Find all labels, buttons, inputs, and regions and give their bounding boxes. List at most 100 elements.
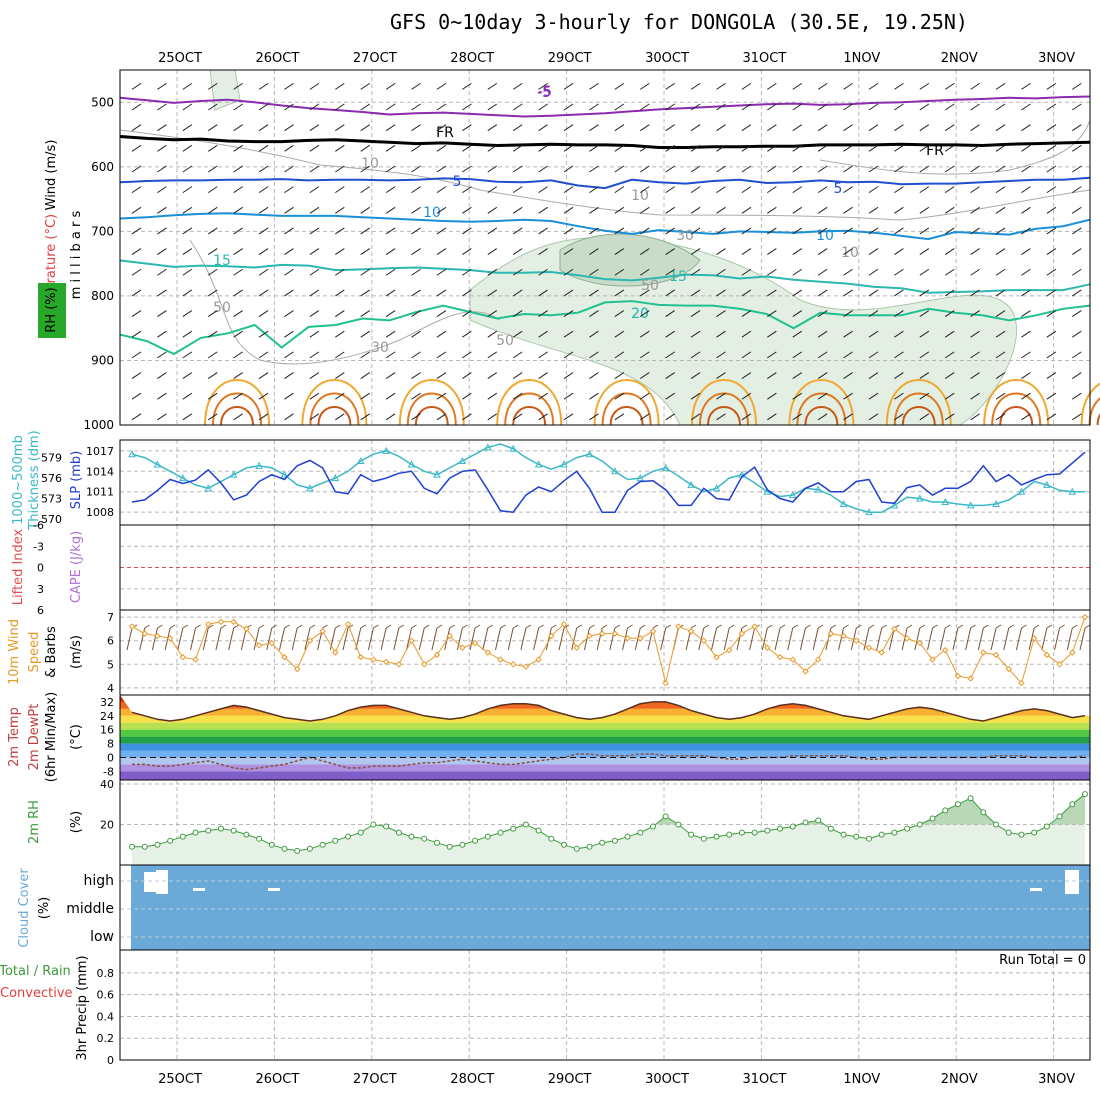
wind-barb (309, 206, 320, 214)
wind-barb (284, 310, 294, 317)
wind-barb (792, 248, 803, 256)
wind-barb (1072, 103, 1082, 111)
wind-barb (970, 206, 980, 214)
wind10-point (967, 675, 974, 682)
wind-barb (970, 413, 980, 421)
rh-point (815, 817, 822, 824)
wind10-barb (583, 627, 590, 651)
wind-barb (741, 124, 752, 132)
wind-barb (131, 268, 142, 276)
wind-barb (157, 144, 167, 152)
rh-point (840, 831, 847, 838)
wind-barb (868, 413, 879, 421)
contour-label: 10 (631, 188, 649, 204)
wind-barb (589, 310, 599, 317)
wind-barb (360, 206, 370, 214)
wind-barb (1021, 289, 1031, 297)
thickness-point (814, 485, 823, 493)
wind10-barb (939, 627, 946, 651)
wind-barb (284, 82, 294, 90)
heating-contour (220, 406, 254, 426)
wind10-barb-flag (322, 624, 328, 629)
wind-barb (512, 206, 523, 214)
wind-barb (131, 351, 142, 359)
heating-contour (788, 379, 855, 426)
wind-barb (360, 144, 370, 152)
wind10-barb (876, 627, 883, 651)
wind-barb (207, 289, 218, 297)
wind-barb (665, 103, 675, 111)
wind-barb (970, 372, 980, 379)
rh-point (141, 843, 148, 850)
wind-barb (767, 268, 777, 276)
x-tick-bottom: 27OCT (353, 1072, 397, 1087)
wind-barb (462, 413, 472, 421)
thickness-line (131, 443, 1085, 513)
wind-barb (284, 186, 294, 194)
thickness-point (788, 491, 797, 499)
wind-barb (1046, 124, 1057, 132)
x-tick-bottom: 31OCT (743, 1072, 787, 1087)
wind-barb (868, 372, 879, 379)
wind-barb (360, 103, 370, 111)
wind-barb (385, 103, 396, 111)
wind-barb (411, 124, 421, 132)
wind-barb (741, 413, 752, 421)
wind10-point (471, 639, 479, 647)
wind10-barb-flag (563, 624, 570, 629)
wind-barb (589, 372, 599, 379)
wind-barb (512, 351, 523, 359)
wind-barb (258, 351, 269, 359)
rh-point (751, 829, 758, 836)
wind10-barb (1003, 627, 1010, 651)
wind-barb (157, 289, 167, 297)
wind10-barb-flag (995, 624, 1002, 629)
rh-point (929, 815, 936, 822)
wind10-barb (1041, 627, 1048, 651)
cloud-fill (131, 865, 1090, 950)
wind10-barb (507, 627, 514, 651)
wind-barb (995, 82, 1006, 90)
wind-barb (1046, 330, 1057, 338)
wind-barb (589, 82, 599, 90)
wind-barb (462, 289, 472, 297)
wind-barb (360, 372, 370, 379)
wind-barb (1046, 144, 1057, 152)
wind-barb (157, 206, 167, 214)
heating-contour (512, 406, 547, 426)
wind-tick: 6 (107, 635, 114, 648)
wind10-point (853, 637, 860, 644)
wind-barb (563, 165, 574, 173)
wind-barb (563, 144, 574, 152)
wind-barb (614, 413, 625, 421)
wind-barb (462, 124, 472, 132)
wind-barb (690, 351, 701, 359)
wind-barb (335, 144, 345, 152)
wind10-point (433, 651, 441, 659)
wind-barb (690, 372, 701, 379)
wind-barb (665, 186, 675, 194)
wind-barb (258, 310, 269, 317)
wind-barb (207, 330, 218, 338)
wind-barb (436, 165, 447, 173)
heating-contour (301, 379, 368, 426)
wind-barb (538, 103, 548, 111)
wind-barb (385, 165, 396, 173)
contour-label: 10 (841, 245, 859, 261)
wind-barb (843, 268, 853, 276)
wind-barb (487, 144, 498, 152)
rh-point (1018, 831, 1025, 838)
wind-barb (309, 144, 320, 152)
x-tick-top: 3NOV (1038, 51, 1075, 66)
wind-barb (741, 82, 752, 90)
wind-barb (131, 103, 142, 111)
wind10-barb-flag (195, 624, 201, 629)
wind-barb (970, 103, 980, 111)
wind-barb (944, 248, 955, 256)
wind-barb (995, 268, 1006, 276)
x-tick-bottom: 1NOV (843, 1072, 880, 1087)
y-tick-label: 900 (91, 353, 114, 367)
wind10-point (560, 620, 568, 628)
wind-barb (258, 372, 269, 379)
wind-barb (487, 351, 498, 359)
